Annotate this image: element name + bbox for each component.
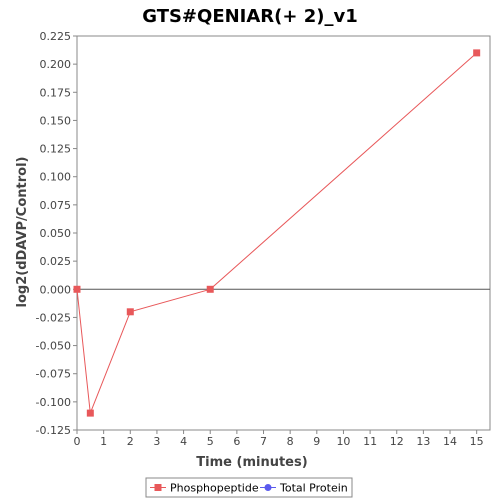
- legend-box: [145, 477, 353, 498]
- x-tick-label: 10: [336, 435, 350, 448]
- series-layer: [73, 49, 481, 417]
- x-tick-label: 13: [416, 435, 430, 448]
- x-tick-label: 6: [233, 435, 240, 448]
- legend-swatch-marker: [154, 484, 162, 491]
- x-tick-label: 9: [313, 435, 320, 448]
- y-tick-label: 0.050: [40, 227, 72, 240]
- y-tick-label: 0.125: [40, 143, 72, 156]
- x-tick-label: 12: [390, 435, 404, 448]
- y-tick-label: 0.100: [40, 171, 72, 184]
- y-tick-label: -0.050: [36, 340, 71, 353]
- y-tick-label: 0.000: [40, 283, 72, 296]
- y-axis: -0.125 -0.100 -0.075 -0.050 -0.025 0.000 0.025…: [36, 30, 77, 437]
- x-tick-label: 3: [153, 435, 160, 448]
- data-point: [86, 409, 94, 417]
- data-point: [473, 49, 481, 57]
- x-tick-label: 5: [207, 435, 214, 448]
- data-point: [73, 285, 81, 293]
- y-tick-label: -0.125: [36, 424, 71, 437]
- x-tick-label: 15: [470, 435, 484, 448]
- legend-entry-label: Phosphopeptide: [170, 482, 259, 495]
- x-tick-label: 7: [260, 435, 267, 448]
- x-axis-label: Time (minutes): [196, 455, 307, 470]
- plot-area: [76, 35, 491, 431]
- y-tick-label: 0.075: [40, 199, 72, 212]
- y-tick-label: -0.075: [36, 368, 71, 381]
- legend: Phosphopeptide Total Protein: [145, 477, 353, 498]
- x-tick-label: 14: [443, 435, 457, 448]
- x-tick-label: 0: [74, 435, 81, 448]
- x-tick-label: 2: [127, 435, 134, 448]
- y-axis-label: log2(dDAVP/Control): [15, 157, 30, 308]
- plot-frame: [76, 35, 491, 431]
- y-tick-label: 0.025: [40, 255, 72, 268]
- data-point: [206, 285, 214, 293]
- y-tick-label: 0.200: [40, 58, 72, 71]
- legend-swatch-marker: [264, 484, 272, 491]
- y-tick-label: 0.175: [40, 86, 72, 99]
- y-tick-label: 0.150: [40, 114, 72, 127]
- x-tick-label: 8: [287, 435, 294, 448]
- x-axis: 0 1 2 3 4 5 6 7 8 9 10 11 12 13 14 15: [74, 430, 484, 448]
- y-tick-label: 0.225: [40, 30, 72, 43]
- x-tick-label: 4: [180, 435, 187, 448]
- x-tick-label: 1: [100, 435, 107, 448]
- chart-title: GTS#QENIAR(+ 2)_v1: [142, 6, 358, 27]
- y-tick-label: -0.100: [36, 396, 71, 409]
- y-tick-label: -0.025: [36, 311, 71, 324]
- x-tick-label: 11: [363, 435, 377, 448]
- data-point: [126, 308, 134, 316]
- legend-entry-label: Total Protein: [279, 482, 348, 495]
